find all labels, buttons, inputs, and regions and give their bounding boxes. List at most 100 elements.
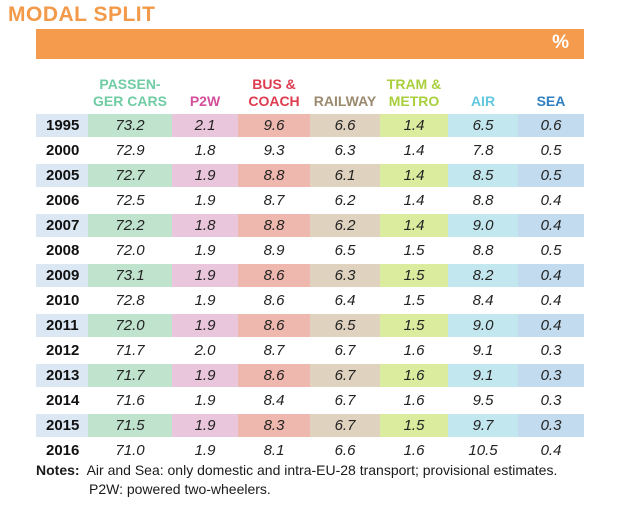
- cell-railway: 6.6: [310, 439, 380, 462]
- notes: Notes: Air and Sea: only domestic and in…: [36, 461, 557, 499]
- cell-bus-coach: 8.8: [238, 164, 310, 187]
- header-air: AIR: [448, 66, 518, 112]
- cell-passenger-cars: 71.7: [88, 339, 172, 362]
- cell-passenger-cars: 72.5: [88, 189, 172, 212]
- cell-passenger-cars: 72.0: [88, 239, 172, 262]
- cell-railway: 6.2: [310, 189, 380, 212]
- cell-bus-coach: 8.6: [238, 264, 310, 287]
- cell-railway: 6.3: [310, 264, 380, 287]
- year-cell: 2007: [36, 214, 88, 237]
- year-cell: 2006: [36, 189, 88, 212]
- cell-sea: 0.3: [518, 364, 584, 387]
- cell-p2w: 2.0: [172, 339, 238, 362]
- header-passenger-cars: PASSEN- GER CARS: [88, 66, 172, 112]
- table-header-row: PASSEN- GER CARS P2W BUS & COACH RAILWAY T…: [36, 66, 584, 112]
- cell-railway: 6.7: [310, 389, 380, 412]
- cell-bus-coach: 8.9: [238, 239, 310, 262]
- table-row: 2012 71.7 2.0 8.7 6.7 1.6 9.1 0.3: [36, 339, 584, 362]
- table-row: 2005 72.7 1.9 8.8 6.1 1.4 8.5 0.5: [36, 164, 584, 187]
- cell-air: 9.5: [448, 389, 518, 412]
- cell-bus-coach: 8.6: [238, 314, 310, 337]
- cell-passenger-cars: 72.0: [88, 314, 172, 337]
- cell-tram-metro: 1.6: [380, 439, 448, 462]
- cell-sea: 0.3: [518, 414, 584, 437]
- cell-passenger-cars: 71.5: [88, 414, 172, 437]
- cell-passenger-cars: 71.6: [88, 389, 172, 412]
- year-cell: 2015: [36, 414, 88, 437]
- cell-air: 9.0: [448, 314, 518, 337]
- cell-tram-metro: 1.5: [380, 414, 448, 437]
- table-row: 2007 72.2 1.8 8.8 6.2 1.4 9.0 0.4: [36, 214, 584, 237]
- cell-p2w: 1.9: [172, 239, 238, 262]
- table-row: 2011 72.0 1.9 8.6 6.5 1.5 9.0 0.4: [36, 314, 584, 337]
- cell-sea: 0.5: [518, 164, 584, 187]
- header-label: AIR: [470, 93, 496, 109]
- cell-tram-metro: 1.4: [380, 139, 448, 162]
- cell-railway: 6.7: [310, 339, 380, 362]
- notes-label: Notes:: [36, 462, 80, 478]
- cell-sea: 0.4: [518, 189, 584, 212]
- year-cell: 2010: [36, 289, 88, 312]
- year-cell: 2013: [36, 364, 88, 387]
- cell-bus-coach: 8.6: [238, 289, 310, 312]
- header-label: BUS & COACH: [248, 76, 300, 109]
- cell-sea: 0.4: [518, 264, 584, 287]
- cell-sea: 0.5: [518, 139, 584, 162]
- header-label: TRAM & METRO: [386, 76, 442, 109]
- cell-p2w: 1.9: [172, 364, 238, 387]
- cell-air: 8.8: [448, 239, 518, 262]
- notes-line-1: Notes: Air and Sea: only domestic and in…: [36, 461, 557, 480]
- cell-tram-metro: 1.4: [380, 164, 448, 187]
- cell-air: 8.8: [448, 189, 518, 212]
- header-label: P2W: [189, 93, 221, 109]
- year-cell: 2000: [36, 139, 88, 162]
- year-cell: 2008: [36, 239, 88, 262]
- cell-tram-metro: 1.5: [380, 314, 448, 337]
- cell-passenger-cars: 73.2: [88, 114, 172, 137]
- cell-bus-coach: 9.3: [238, 139, 310, 162]
- cell-bus-coach: 8.6: [238, 364, 310, 387]
- header-bus-coach: BUS & COACH: [238, 66, 310, 112]
- cell-p2w: 1.9: [172, 164, 238, 187]
- header-railway: RAILWAY: [310, 66, 380, 112]
- cell-bus-coach: 8.7: [238, 189, 310, 212]
- cell-tram-metro: 1.5: [380, 264, 448, 287]
- cell-passenger-cars: 72.7: [88, 164, 172, 187]
- cell-railway: 6.5: [310, 314, 380, 337]
- table-body: 1995 73.2 2.1 9.6 6.6 1.4 6.5 0.6 2000 72.9 1.8 9.3…: [36, 114, 584, 462]
- header-label: SEA: [536, 93, 566, 109]
- cell-railway: 6.1: [310, 164, 380, 187]
- cell-sea: 0.6: [518, 114, 584, 137]
- year-cell: 2005: [36, 164, 88, 187]
- cell-bus-coach: 8.4: [238, 389, 310, 412]
- cell-tram-metro: 1.4: [380, 189, 448, 212]
- header-tram-metro: TRAM & METRO: [380, 66, 448, 112]
- cell-sea: 0.5: [518, 239, 584, 262]
- cell-passenger-cars: 71.7: [88, 364, 172, 387]
- cell-tram-metro: 1.5: [380, 239, 448, 262]
- table-row: 2013 71.7 1.9 8.6 6.7 1.6 9.1 0.3: [36, 364, 584, 387]
- table-row: 2014 71.6 1.9 8.4 6.7 1.6 9.5 0.3: [36, 389, 584, 412]
- cell-railway: 6.2: [310, 214, 380, 237]
- notes-text-1: Air and Sea: only domestic and intra-EU-…: [86, 462, 558, 478]
- header-label: PASSEN- GER CARS: [93, 76, 167, 109]
- cell-air: 8.2: [448, 264, 518, 287]
- cell-passenger-cars: 72.8: [88, 289, 172, 312]
- cell-p2w: 1.8: [172, 214, 238, 237]
- cell-air: 10.5: [448, 439, 518, 462]
- cell-tram-metro: 1.6: [380, 364, 448, 387]
- table-row: 2008 72.0 1.9 8.9 6.5 1.5 8.8 0.5: [36, 239, 584, 262]
- cell-p2w: 2.1: [172, 114, 238, 137]
- cell-air: 9.1: [448, 364, 518, 387]
- cell-railway: 6.6: [310, 114, 380, 137]
- cell-sea: 0.4: [518, 314, 584, 337]
- cell-p2w: 1.9: [172, 314, 238, 337]
- cell-air: 8.5: [448, 164, 518, 187]
- cell-sea: 0.4: [518, 439, 584, 462]
- cell-air: 9.7: [448, 414, 518, 437]
- modal-split-table: PASSEN- GER CARS P2W BUS & COACH RAILWAY T…: [36, 64, 584, 464]
- header-label: RAILWAY: [313, 93, 377, 109]
- unit-header-bar: %: [36, 29, 584, 59]
- table-row: 2000 72.9 1.8 9.3 6.3 1.4 7.8 0.5: [36, 139, 584, 162]
- cell-p2w: 1.8: [172, 139, 238, 162]
